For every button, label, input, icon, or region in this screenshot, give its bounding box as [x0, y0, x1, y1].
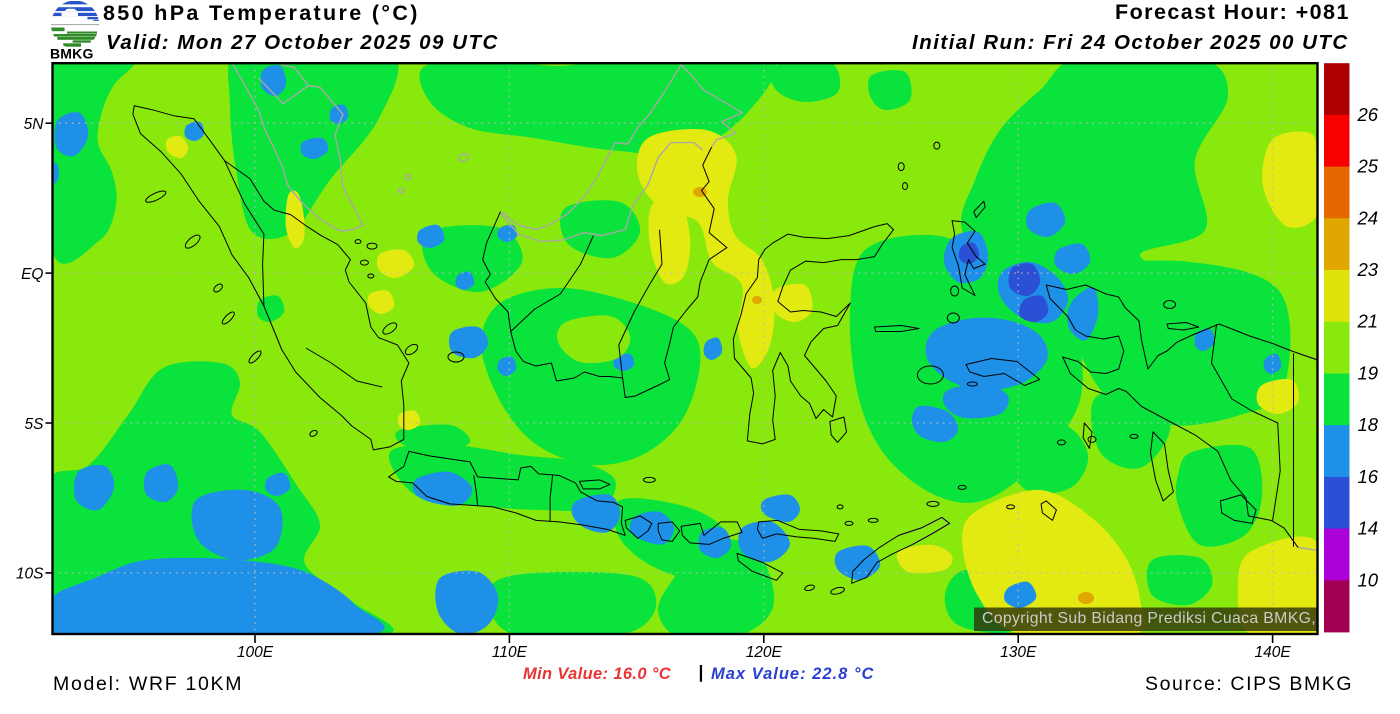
svg-text:Max Value: 22.8 °C: Max Value: 22.8 °C	[711, 665, 874, 683]
svg-text:|: |	[699, 662, 704, 682]
svg-text:16: 16	[1358, 466, 1379, 487]
svg-text:Source: CIPS BMKG: Source: CIPS BMKG	[1145, 673, 1353, 695]
svg-text:10: 10	[1358, 569, 1379, 590]
svg-text:Forecast Hour: +081: Forecast Hour: +081	[1115, 0, 1350, 24]
svg-text:Min Value: 16.0 °C: Min Value: 16.0 °C	[523, 665, 672, 683]
svg-text:26: 26	[1357, 104, 1379, 125]
svg-text:24: 24	[1357, 207, 1379, 228]
svg-text:10S: 10S	[16, 566, 44, 583]
svg-text:EQ: EQ	[21, 266, 43, 283]
svg-text:21: 21	[1357, 311, 1379, 332]
svg-text:5N: 5N	[24, 116, 45, 133]
svg-text:110E: 110E	[492, 644, 528, 661]
svg-text:BMKG: BMKG	[50, 46, 94, 62]
svg-text:Model: WRF 10KM: Model: WRF 10KM	[53, 673, 243, 695]
svg-text:19: 19	[1358, 363, 1379, 384]
svg-text:23: 23	[1357, 259, 1379, 280]
svg-text:Initial Run: Fri 24 October 20: Initial Run: Fri 24 October 2025 00 UTC	[912, 31, 1349, 54]
svg-text:850 hPa Temperature (°C): 850 hPa Temperature (°C)	[103, 1, 420, 25]
svg-text:120E: 120E	[746, 644, 783, 661]
svg-text:18: 18	[1358, 414, 1379, 435]
svg-text:130E: 130E	[1000, 644, 1037, 661]
svg-text:14: 14	[1358, 518, 1379, 539]
svg-text:25: 25	[1357, 156, 1379, 177]
svg-text:140E: 140E	[1254, 644, 1291, 661]
svg-text:5S: 5S	[25, 416, 45, 433]
svg-text:Copyright Sub Bidang Prediksi: Copyright Sub Bidang Prediksi Cuaca BMKG…	[982, 610, 1357, 627]
svg-text:100E: 100E	[237, 644, 274, 661]
svg-text:Valid: Mon 27 October 2025 09: Valid: Mon 27 October 2025 09 UTC	[106, 31, 499, 54]
